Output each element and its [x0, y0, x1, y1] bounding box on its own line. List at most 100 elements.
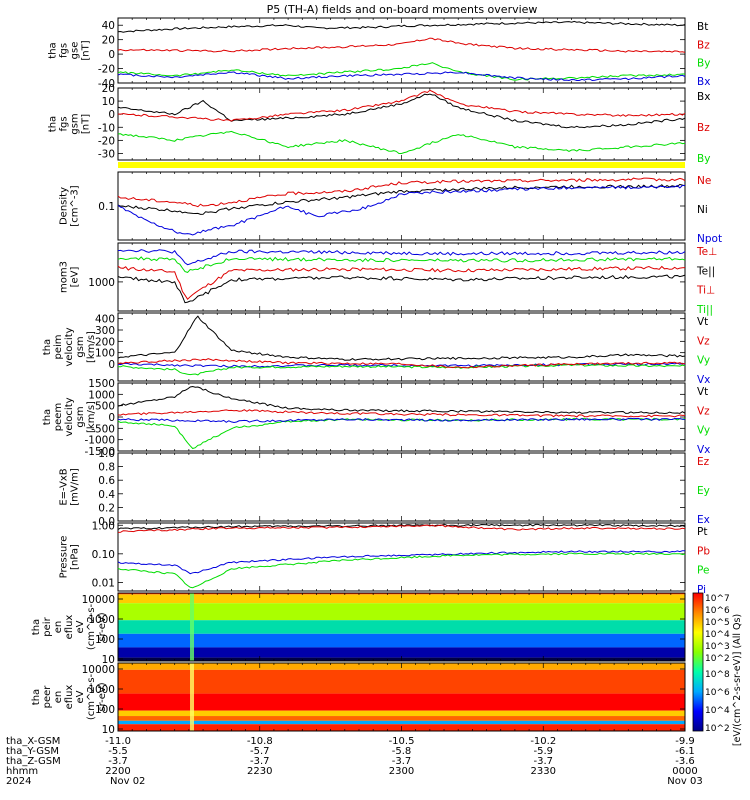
y-axis-label: thapeimvelocitygsm[km/s]: [42, 327, 97, 366]
y-tick-label: 10: [102, 724, 115, 736]
legend-entry: Vy: [697, 425, 710, 437]
y-axis-label: thapeirenefluxeV(cm^2-s-sr-eV): [31, 603, 108, 650]
y-tick-label: 100: [95, 634, 115, 646]
y-axis-label-line: fgs: [59, 116, 70, 131]
legend-entry: Npot: [697, 233, 722, 245]
y-axis-label-line: [nT]: [81, 114, 92, 134]
y-axis-label-line: en: [53, 691, 64, 704]
colorbar-tick: 10^6: [705, 688, 730, 698]
y-tick-label: 1000: [88, 277, 115, 289]
y-axis-label-line: [cm^-3]: [70, 185, 81, 226]
y-axis-label-line: (cm^2-s-: [86, 603, 97, 650]
series-line-pi: [117, 550, 685, 575]
legend-entry: Vy: [697, 355, 710, 367]
colorbar: 10^2 10^3 10^4 10^5 10^6 10^7 10^2 10^4 10^6 10^8…: [692, 592, 743, 746]
panel-peir: 10100100010000thapeirenefluxeV(cm^2-s-sr…: [31, 592, 686, 666]
y-axis-label-line: [nT]: [81, 40, 92, 60]
y-axis-label-line: fgs: [59, 43, 70, 58]
y-tick-label: 10000: [82, 664, 115, 676]
panel-temperature: 1000 mom3[eV] Te⊥ Te|| Ti⊥ Ti||: [59, 242, 717, 316]
series-line-by: [117, 130, 686, 154]
ephemeris-value: -3.7: [250, 756, 270, 767]
series-line-bx: [117, 71, 686, 82]
series-line-bx: [117, 93, 686, 129]
y-axis-label-line: eflux: [64, 615, 75, 640]
ephemeris-value: 2330: [531, 766, 556, 777]
legend-entry: Bx: [697, 76, 710, 88]
ephemeris-value: -11.0: [105, 736, 131, 747]
series-line-te: [117, 274, 686, 304]
legend-entry: Ex: [697, 514, 710, 526]
y-axis-label: Pressure[nPa]: [59, 536, 81, 579]
panel-efield: 0.0 0.20.4 0.60.8 1.0 E=-VxB[mV/m] Ez Ey Ex: [59, 448, 710, 528]
legend-entry: Pe: [697, 565, 709, 577]
y-axis-label-line: mom3: [59, 261, 70, 293]
y-axis-label-line: velocity: [64, 327, 75, 366]
y-tick-label: 0.1: [98, 201, 115, 213]
y-axis-label-line: [mV/m]: [70, 468, 81, 506]
y-axis-label-line: Pressure: [59, 536, 70, 579]
ephemeris-value: Nov 02: [110, 776, 145, 787]
series-line-ne: [117, 177, 686, 208]
y-tick-label: 300: [95, 325, 115, 337]
y-axis-label-line: peir: [42, 616, 53, 636]
spectrogram-band: [118, 716, 685, 721]
ephemeris-value: -3.7: [392, 756, 412, 767]
y-axis-label: E=-VxB[mV/m]: [59, 468, 81, 506]
panel-pressure: 0.01 0.10 1.00 Pressure[nPa] Pt Pb Pe Pi: [59, 520, 711, 596]
legend-entry: Bz: [697, 122, 710, 134]
legend-entry: Pi: [697, 584, 706, 596]
y-axis-label-line: (cm^2-s-: [86, 673, 97, 720]
y-axis-label-line: peim: [53, 334, 64, 359]
y-axis-label-line: eflux: [64, 685, 75, 710]
y-tick-label: 40: [102, 20, 115, 32]
y-axis-label-line: sr-eV): [97, 682, 108, 711]
y-tick-label: -20: [98, 64, 115, 76]
series-line-ti: [117, 256, 686, 273]
series-line-vy: [117, 417, 686, 450]
series-line-by: [117, 62, 685, 81]
legend-entry: Te⊥: [696, 246, 717, 258]
y-axis-label-line: tha: [42, 339, 53, 355]
y-axis-label-line: tha: [48, 42, 59, 58]
y-tick-label: 10: [102, 654, 115, 666]
y-axis-label-line: gsm: [70, 113, 81, 134]
legend-entry: Vx: [697, 444, 710, 456]
y-tick-label: 0: [108, 49, 115, 61]
ephemeris-row-label: tha_Y-GSM: [6, 746, 59, 757]
panel-peer: 10100100010000thapeerenefluxeV(cm^2-s-sr…: [31, 662, 686, 736]
y-tick-label: 0.0: [98, 516, 115, 528]
legend-entry: Ne: [697, 175, 711, 187]
y-tick-label: 0: [108, 359, 115, 371]
y-axis-label-line: eV: [75, 690, 86, 703]
series-line-te: [117, 265, 686, 300]
colorbar-tick: 10^7: [705, 594, 730, 604]
panel-frame: [117, 242, 686, 312]
spectrogram-band: [118, 647, 685, 658]
colorbar-tick: 10^2: [705, 654, 730, 664]
y-axis-label: Density[cm^-3]: [59, 185, 81, 226]
y-axis-label-line: [eV]: [70, 267, 81, 288]
y-axis-label-line: en: [53, 621, 64, 634]
legend-entry: Bt: [697, 21, 708, 33]
y-axis-label: thapeerenefluxeV(cm^2-s-sr-eV): [31, 673, 108, 720]
y-tick-label: -40: [98, 78, 115, 90]
series-line-npot: [117, 184, 686, 236]
y-axis-label-line: peem: [53, 403, 64, 431]
y-tick-label: 0: [108, 412, 115, 424]
ephemeris-value: Nov 03: [667, 776, 702, 787]
legend-entry: Bz: [697, 39, 710, 51]
legend-entry: Vt: [697, 316, 708, 328]
series-line-bz: [117, 89, 686, 122]
legend-entry: Vz: [697, 405, 710, 417]
series-line-vz: [117, 358, 686, 369]
spectrogram-band: [118, 633, 685, 648]
y-tick-label: -1000: [84, 435, 115, 447]
y-tick-label: 1000: [88, 389, 115, 401]
panel-fgs_gse: -40 -20 0 20 40 thafgsgse[nT] Bt Bz By Bx: [48, 17, 710, 90]
y-axis-label: thafgsgse[nT]: [48, 40, 92, 60]
ephemeris-row-label: tha_X-GSM: [6, 736, 60, 747]
